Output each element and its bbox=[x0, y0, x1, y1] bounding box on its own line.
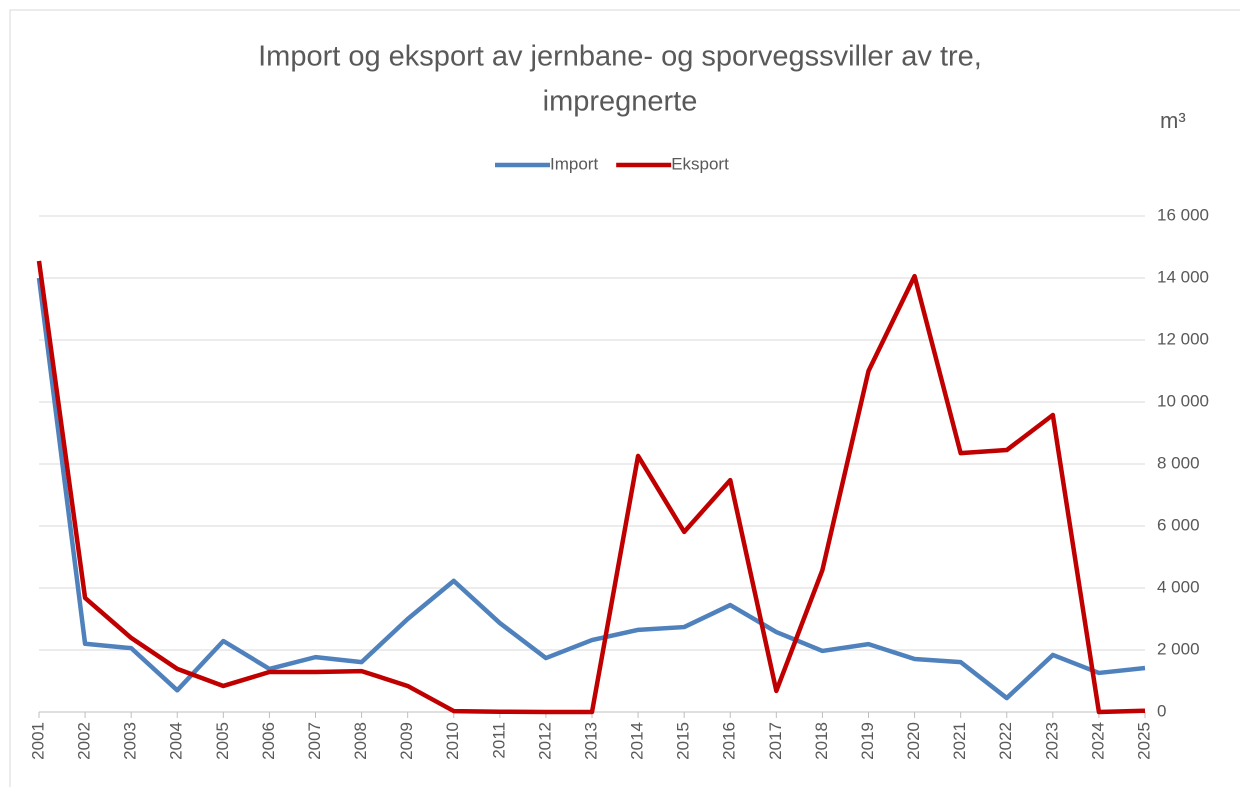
x-tick-label: 2001 bbox=[28, 722, 47, 760]
x-tick-label: 2008 bbox=[351, 722, 370, 760]
y-tick-label: 2 000 bbox=[1157, 639, 1200, 658]
x-tick-label: 2003 bbox=[121, 722, 140, 760]
x-tick-label: 2024 bbox=[1088, 722, 1107, 760]
x-tick-label: 2013 bbox=[581, 722, 600, 760]
x-tick-label: 2012 bbox=[535, 722, 554, 760]
x-tick-label: 2005 bbox=[213, 722, 232, 760]
x-tick-label: 2009 bbox=[397, 722, 416, 760]
chart-title: impregnerte bbox=[543, 86, 698, 118]
legend-label: Import bbox=[550, 154, 598, 173]
x-tick-label: 2020 bbox=[904, 722, 923, 760]
y-tick-label: 10 000 bbox=[1157, 391, 1209, 410]
y-axis-label: m³ bbox=[1160, 108, 1186, 133]
x-tick-label: 2022 bbox=[996, 722, 1015, 760]
y-tick-label: 8 000 bbox=[1157, 453, 1200, 472]
x-tick-label: 2018 bbox=[812, 722, 831, 760]
x-tick-label: 2002 bbox=[75, 722, 94, 760]
chart-title: Import og eksport av jernbane- og sporve… bbox=[258, 41, 982, 73]
x-tick-label: 2016 bbox=[720, 722, 739, 760]
x-tick-label: 2011 bbox=[489, 722, 508, 759]
y-tick-label: 0 bbox=[1157, 701, 1166, 720]
x-tick-label: 2015 bbox=[674, 722, 693, 760]
x-tick-label: 2014 bbox=[628, 722, 647, 760]
x-tick-label: 2007 bbox=[305, 722, 324, 760]
x-tick-label: 2019 bbox=[858, 722, 877, 760]
y-tick-label: 6 000 bbox=[1157, 515, 1200, 534]
y-tick-label: 14 000 bbox=[1157, 267, 1209, 286]
x-tick-label: 2010 bbox=[443, 722, 462, 760]
y-tick-label: 16 000 bbox=[1157, 205, 1209, 224]
y-tick-label: 12 000 bbox=[1157, 329, 1209, 348]
chart-frame bbox=[9, 9, 1240, 792]
x-tick-label: 2017 bbox=[766, 722, 785, 760]
x-tick-label: 2006 bbox=[259, 722, 278, 760]
line-series bbox=[36, 277, 1146, 701]
x-tick-label: 2004 bbox=[167, 722, 186, 760]
y-tick-label: 4 000 bbox=[1157, 577, 1200, 596]
line-series bbox=[36, 260, 1146, 715]
x-tick-label: 2025 bbox=[1134, 722, 1153, 760]
x-tick-label: 2023 bbox=[1042, 722, 1061, 760]
legend-label: Eksport bbox=[671, 154, 729, 173]
x-tick-label: 2021 bbox=[950, 722, 969, 760]
